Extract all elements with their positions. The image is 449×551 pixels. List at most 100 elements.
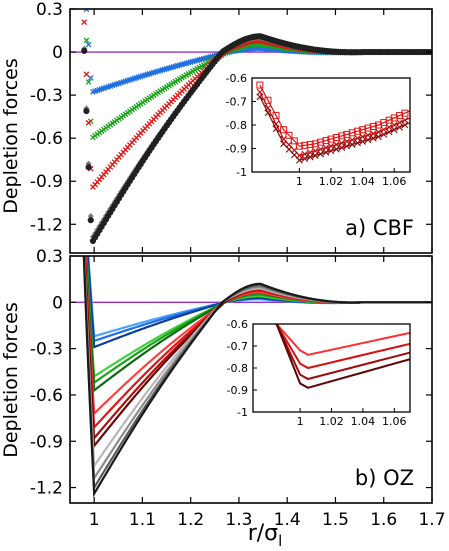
inset-y-tick-label: -0.7 bbox=[227, 340, 248, 353]
inset-y-tick-label: -1 bbox=[237, 406, 248, 419]
inset-data-point bbox=[338, 132, 346, 140]
inset-series-2-line bbox=[275, 324, 410, 370]
inset-x-tick-label: 1.02 bbox=[319, 415, 344, 428]
data-point bbox=[83, 37, 90, 44]
x-axis-label-main: r/σ bbox=[248, 521, 278, 546]
inset-y-tick-label: -0.6 bbox=[226, 72, 247, 85]
inset-series-3-line bbox=[275, 324, 410, 381]
inset-data-point bbox=[348, 129, 356, 137]
inset-data-point bbox=[374, 121, 382, 129]
data-point bbox=[83, 71, 90, 78]
x-tick-label: 1.1 bbox=[129, 510, 156, 530]
inset-data-point bbox=[327, 147, 335, 155]
inset-y-tick-label: -0.8 bbox=[227, 362, 248, 375]
inset-data-point bbox=[317, 138, 325, 146]
inset-plot-area bbox=[256, 81, 410, 164]
x-tick-label: 1.3 bbox=[225, 510, 252, 530]
inset-data-point bbox=[375, 133, 382, 141]
inset-data-point bbox=[354, 139, 361, 147]
data-point bbox=[85, 164, 92, 171]
x-tick-label: 1 bbox=[89, 510, 100, 530]
x-tick-label: 1.7 bbox=[418, 510, 445, 530]
inset-x-tick-label: 1.04 bbox=[351, 415, 376, 428]
inset-background bbox=[252, 323, 411, 413]
inset-data-point bbox=[311, 140, 319, 148]
y-tick-label: 0.3 bbox=[36, 0, 63, 20]
plot-frame bbox=[69, 8, 433, 254]
inset-data-point bbox=[264, 96, 272, 104]
inset-y-tick-label: -0.7 bbox=[226, 96, 247, 109]
x-tick-label: 1.5 bbox=[322, 510, 349, 530]
inset-data-point bbox=[390, 126, 398, 134]
inset-data-point bbox=[306, 153, 314, 161]
inset-data-point bbox=[256, 81, 264, 89]
inset-data-point bbox=[256, 93, 264, 101]
x-tick-label: 1.4 bbox=[274, 510, 301, 530]
inset-data-point bbox=[322, 137, 330, 145]
data-point bbox=[85, 119, 92, 126]
inset-data-point bbox=[369, 123, 377, 131]
inset-y-tick-label: -0.9 bbox=[227, 384, 248, 397]
y-tick-label: 0 bbox=[52, 293, 63, 313]
inset-data-point bbox=[322, 148, 330, 156]
inset-data-point bbox=[390, 114, 398, 122]
plot-area bbox=[70, 256, 432, 498]
inset-data-point bbox=[343, 130, 351, 138]
y-tick-label: 0.3 bbox=[36, 247, 63, 267]
inset-data-point bbox=[401, 121, 409, 129]
inset-x-tick-label: 1 bbox=[296, 175, 303, 188]
inset-data-point bbox=[348, 141, 356, 148]
inset-data-point bbox=[290, 151, 298, 159]
inset-data-point bbox=[359, 138, 366, 145]
inset-data-point bbox=[364, 136, 372, 144]
inset-data-point bbox=[272, 111, 280, 119]
panel-b-oz: 1 1.1 1.2 1.3 1.4 1.5 1.6 1.7 0.3 0 -0.3 -0.6 -0.9 -1… bbox=[30, 247, 446, 530]
inset-data-point bbox=[301, 141, 309, 149]
inset-data-point bbox=[364, 124, 372, 132]
y-tick-label: -0.9 bbox=[30, 432, 63, 452]
data-point bbox=[85, 79, 92, 85]
series-14-line bbox=[82, 256, 432, 498]
data-point bbox=[255, 45, 261, 52]
inset-data-point bbox=[354, 127, 362, 135]
y-tick-label: -1.2 bbox=[30, 479, 63, 499]
y-tick-label: -0.3 bbox=[30, 340, 63, 360]
inset-data-point bbox=[306, 141, 314, 149]
inset-data-point bbox=[401, 109, 409, 117]
inset-data-point bbox=[317, 150, 324, 158]
data-point bbox=[81, 47, 88, 55]
data-point bbox=[252, 45, 259, 52]
inset-data-point bbox=[359, 126, 367, 134]
inset-data-point bbox=[396, 112, 404, 120]
inset-data-point bbox=[332, 145, 340, 153]
inset-x-tick-label: 1.06 bbox=[382, 175, 407, 188]
inset-data-point bbox=[380, 119, 388, 127]
data-point bbox=[83, 108, 90, 115]
inset-data-point bbox=[285, 131, 293, 139]
inset-data-point bbox=[332, 134, 340, 142]
y-tick-label: -1.2 bbox=[30, 215, 63, 235]
panel-label: b) OZ bbox=[355, 466, 414, 490]
y-tick-label: -0.6 bbox=[30, 129, 63, 149]
inset-data-point bbox=[295, 142, 303, 150]
inset-data-point bbox=[327, 135, 335, 143]
data-point bbox=[85, 41, 92, 48]
series-5-markers bbox=[81, 33, 432, 245]
inset-series-1-line bbox=[275, 324, 410, 356]
panel-a-ylabel: Depletion forces bbox=[0, 58, 22, 214]
inset-data-point bbox=[301, 155, 309, 163]
inset-data-point bbox=[311, 152, 319, 159]
inset-data-point bbox=[385, 116, 393, 124]
inset-data-point bbox=[343, 142, 351, 150]
inset-data-point bbox=[369, 134, 377, 142]
inset-data-point bbox=[280, 140, 287, 148]
inset-y-tick-label: -0.6 bbox=[227, 318, 248, 331]
inset-data-point bbox=[264, 109, 272, 117]
inset-data-point bbox=[296, 156, 303, 164]
inset-x-tick-label: 1.04 bbox=[350, 175, 375, 188]
x-tick-label: 1.2 bbox=[177, 510, 204, 530]
y-tick-label: -0.6 bbox=[30, 386, 63, 406]
plot-area bbox=[70, 9, 432, 245]
x-tick-label: 1.6 bbox=[370, 510, 397, 530]
